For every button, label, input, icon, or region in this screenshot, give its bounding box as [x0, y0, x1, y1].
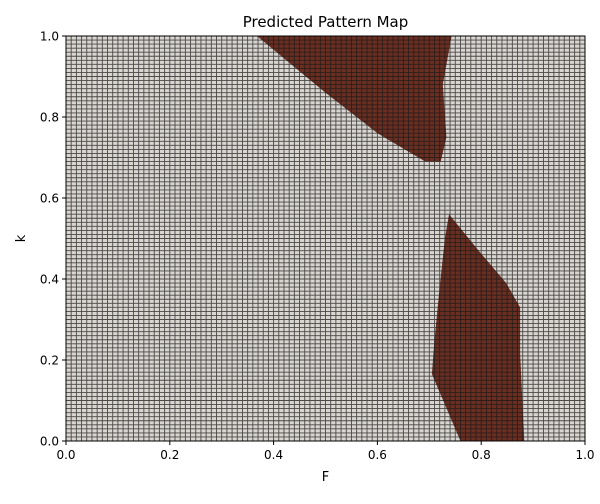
chart-title: Predicted Pattern Map: [243, 13, 409, 31]
y-axis-label: k: [14, 234, 29, 242]
y-tick-label: 0.2: [40, 354, 59, 368]
plot-frame: [65, 35, 586, 442]
grid-lines: [65, 35, 586, 442]
x-axis-label: F: [322, 470, 329, 485]
y-tick-label: 0.8: [40, 111, 59, 125]
y-tick-label: 0.4: [40, 273, 59, 287]
plot-area: [65, 35, 586, 442]
x-tick-label: 0.0: [56, 448, 75, 462]
y-tick-label: 0.6: [40, 192, 59, 206]
x-tick-label: 0.4: [264, 448, 283, 462]
x-axis: 0.0 0.2 0.4 0.6 0.8 1.0: [56, 441, 595, 462]
y-tick-label: 0.0: [40, 435, 59, 449]
x-tick-label: 0.8: [472, 448, 491, 462]
y-tick-label: 1.0: [40, 30, 59, 44]
x-tick-label: 0.6: [368, 448, 387, 462]
x-tick-label: 1.0: [575, 448, 594, 462]
cell-grid: [65, 35, 586, 442]
y-axis: 0.0 0.2 0.4 0.6 0.8 1.0: [40, 30, 66, 449]
x-tick-label: 0.2: [160, 448, 179, 462]
